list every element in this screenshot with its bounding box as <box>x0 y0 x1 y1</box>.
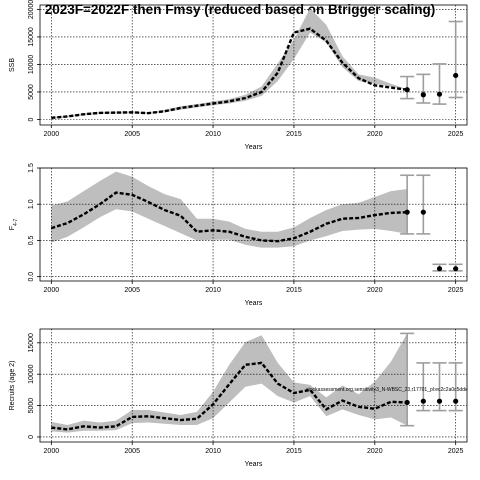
x-tick-label: 2000 <box>44 287 60 294</box>
x-tick-label: 2005 <box>124 448 140 455</box>
y-tick-label: 10000 <box>28 364 35 384</box>
plot-frame <box>39 328 468 443</box>
plot-frame <box>39 4 468 126</box>
confidence-band <box>51 333 408 433</box>
forecast-2025 <box>448 263 463 272</box>
forecast-point <box>420 398 426 404</box>
y-axis-label: SSB <box>9 58 16 72</box>
y-tick-label: 0 <box>28 117 35 121</box>
y-tick-label: 1.5 <box>28 163 35 173</box>
forecast-point <box>436 266 443 272</box>
x-tick-label: 2025 <box>448 131 464 138</box>
x-tick-label: 2010 <box>205 131 221 138</box>
forecast-2022 <box>400 174 415 235</box>
forecast-2023 <box>416 174 431 235</box>
y-tick-label: 15000 <box>28 333 35 353</box>
forecast-point <box>420 209 426 215</box>
x-axis-label: Years <box>245 461 263 468</box>
forecast-point <box>453 398 459 404</box>
forecast-point <box>436 91 443 97</box>
x-tick-label: 2025 <box>448 287 464 294</box>
forecast-point <box>404 87 410 93</box>
x-tick-label: 2000 <box>44 448 60 455</box>
x-tick-label: 2015 <box>286 131 302 138</box>
plot-frame <box>39 167 468 282</box>
grid <box>40 329 467 442</box>
forecast-2023 <box>416 73 431 104</box>
chart-panel-3: 2000 2005 2010 2015 2020 2025 0 5000 10000 15000 Y… <box>9 328 468 468</box>
x-tick-label: 2020 <box>367 131 383 138</box>
x-tick-label: 2005 <box>124 287 140 294</box>
estimate-line <box>51 361 408 431</box>
forecast-2024 <box>432 263 447 272</box>
chart-panel-1: 2000 2005 2010 2015 2020 2025 0 5000 10000 15000 2… <box>9 0 468 151</box>
estimate-line <box>50 191 408 243</box>
y-axis-label: Recruits (age 2) <box>9 361 16 411</box>
y-tick-label: 10000 <box>28 55 35 75</box>
figure-title: 2023F=2022F then Fmsy (reduced based on … <box>45 2 436 17</box>
forecast-2022 <box>400 75 415 100</box>
y-tick-label: 15000 <box>28 27 35 47</box>
forecast-2025 <box>448 362 463 412</box>
chart-panel-2: 2000 2005 2010 2015 2020 2025 0.0 0.5 1.0 1.5 Year… <box>9 163 468 307</box>
forecast-point <box>404 209 410 215</box>
forecast-2024 <box>432 362 447 412</box>
y-tick-label: 5000 <box>28 398 35 414</box>
x-tick-label: 2020 <box>367 448 383 455</box>
x-tick-label: 2020 <box>367 287 383 294</box>
source-annotation: stockassessment.org,sensitivity3_N-WBSC_… <box>306 387 468 393</box>
y-axis-label: F4-7 <box>9 219 19 231</box>
forecast-2025 <box>448 20 463 99</box>
x-tick-label: 2015 <box>286 448 302 455</box>
forecast-2022 <box>400 332 415 427</box>
x-axis-label: Years <box>245 144 263 151</box>
y-tick-label: 20000 <box>28 0 35 19</box>
y-tick-label: 0.0 <box>28 272 35 282</box>
x-tick-label: 2015 <box>286 287 302 294</box>
x-axis-label: Years <box>245 300 263 307</box>
forecast-point <box>404 399 410 406</box>
forecast-point <box>420 92 426 98</box>
forecast-2023 <box>416 362 431 412</box>
forecast-point <box>453 72 459 79</box>
x-tick-label: 2010 <box>205 287 221 294</box>
y-tick-label: 1.0 <box>28 199 35 209</box>
y-tick-label: 0.5 <box>28 235 35 245</box>
y-tick-label: 0 <box>28 435 35 439</box>
forecast-point <box>436 398 443 404</box>
forecast-point <box>453 266 459 272</box>
x-tick-label: 2010 <box>205 448 221 455</box>
x-tick-label: 2000 <box>44 131 60 138</box>
x-tick-label: 2025 <box>448 448 464 455</box>
forecast-2024 <box>432 63 447 105</box>
x-tick-label: 2005 <box>124 131 140 138</box>
y-tick-label: 5000 <box>28 84 35 100</box>
